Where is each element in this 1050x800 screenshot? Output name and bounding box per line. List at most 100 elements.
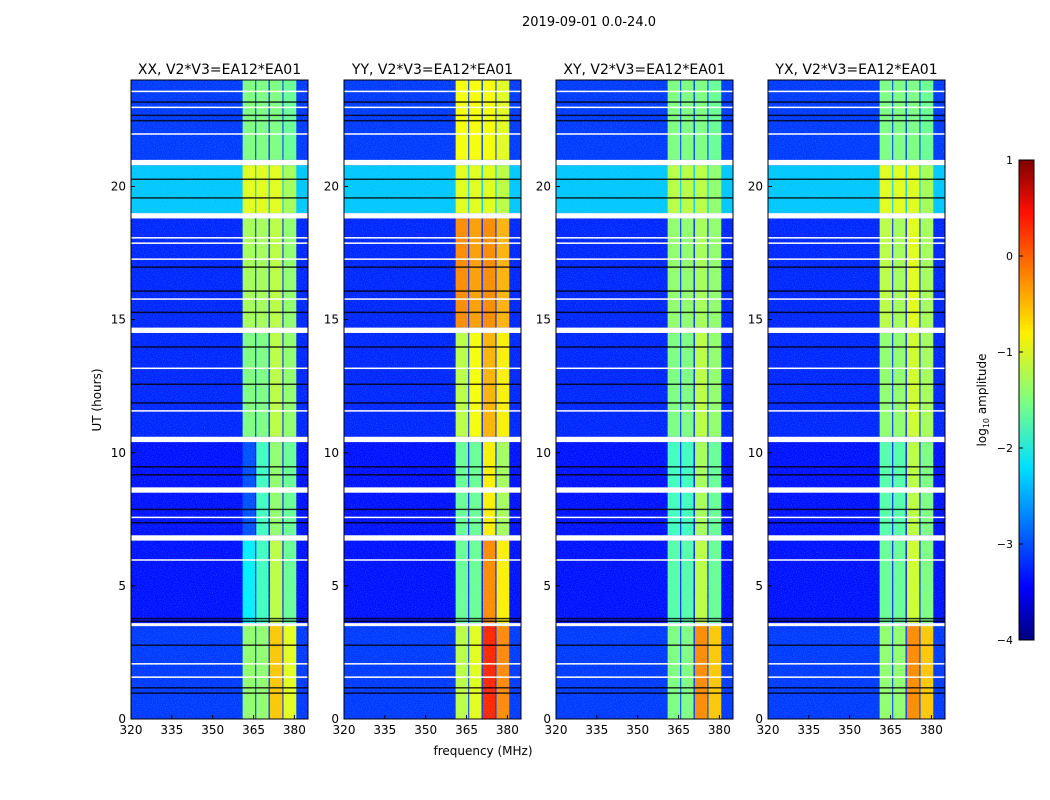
flagged-row: [344, 327, 521, 333]
colorbar-tick-label: −2: [997, 442, 1013, 455]
dark-line: [344, 101, 521, 103]
dark-line: [556, 383, 733, 386]
white-line: [344, 663, 521, 665]
dark-line: [556, 290, 733, 292]
dark-line: [556, 197, 733, 199]
y-tick-label: 20: [324, 180, 339, 194]
y-tick-label: 0: [543, 712, 551, 726]
colorbar-tick-label: 1: [1006, 154, 1013, 167]
dark-line: [344, 114, 521, 117]
white-line: [131, 133, 308, 135]
noise-overlay: [131, 80, 308, 719]
dark-line: [131, 346, 308, 348]
dark-line: [768, 101, 945, 103]
y-tick-label: 5: [118, 579, 126, 593]
white-line: [768, 410, 945, 412]
panel-frame: [555, 79, 734, 720]
dark-line: [131, 290, 308, 292]
colorbar-tick-label: −4: [997, 634, 1013, 647]
white-line: [556, 106, 733, 109]
x-tick-label: 335: [585, 723, 608, 737]
dark-line: [768, 521, 945, 524]
flagged-row: [131, 327, 308, 333]
dark-line: [344, 119, 521, 122]
panel-title: XX, V2*V3=EA12*EA01: [138, 62, 301, 78]
dark-line: [131, 687, 308, 689]
dark-line: [344, 311, 521, 314]
flagged-row: [768, 436, 945, 443]
white-line: [556, 298, 733, 300]
white-line: [131, 516, 308, 519]
white-line: [768, 367, 945, 370]
white-line: [556, 367, 733, 370]
white-line: [768, 106, 945, 109]
dark-line: [556, 466, 733, 468]
white-line: [344, 367, 521, 370]
white-line: [768, 298, 945, 300]
white-line: [131, 90, 308, 93]
y-tick-label: 0: [755, 712, 763, 726]
dark-line: [131, 474, 308, 476]
dark-line: [344, 266, 521, 268]
flagged-row: [556, 327, 733, 333]
x-tick-label: 365: [667, 723, 690, 737]
flagged-row: [556, 487, 733, 493]
dark-line: [131, 114, 308, 117]
flagged-row: [131, 535, 308, 541]
dark-line: [344, 692, 521, 694]
dark-line: [768, 474, 945, 476]
dark-line: [768, 687, 945, 689]
colorbar-tick-label: −1: [997, 346, 1013, 359]
dark-line: [556, 474, 733, 476]
x-tick-label: 320: [333, 723, 356, 737]
dark-line: [344, 466, 521, 468]
panel-yx: YX, V2*V3=EA12*EA01 320 335 350 365 380 0 5 10 15…: [748, 62, 946, 737]
dark-line: [344, 402, 521, 404]
dark-line: [556, 644, 733, 646]
noise-overlay: [768, 80, 945, 719]
white-line: [556, 133, 733, 135]
flagged-row: [344, 213, 521, 219]
white-line: [344, 516, 521, 519]
y-tick-label: 15: [324, 313, 339, 327]
dark-line: [768, 346, 945, 348]
flagged-row: [556, 623, 733, 627]
dark-line: [556, 311, 733, 314]
dark-line: [556, 692, 733, 694]
dark-line: [556, 402, 733, 404]
y-tick-label: 20: [748, 180, 763, 194]
dark-line: [768, 692, 945, 694]
x-tick-label: 350: [414, 723, 437, 737]
dark-line: [768, 644, 945, 646]
white-line: [131, 559, 308, 561]
dark-line: [768, 119, 945, 122]
colorbar-label: log10 amplitude: [975, 354, 991, 447]
white-line: [768, 516, 945, 519]
white-line: [344, 676, 521, 678]
colorbar-tick-label: −3: [997, 538, 1013, 551]
white-line: [556, 410, 733, 412]
panel-frame: [130, 79, 309, 720]
x-tick-label: 365: [242, 723, 265, 737]
flagged-row: [344, 487, 521, 493]
flagged-row: [131, 436, 308, 443]
flagged-row: [556, 159, 733, 166]
dark-line: [768, 508, 945, 511]
y-tick-label: 5: [543, 579, 551, 593]
panel-title: YY, V2*V3=EA12*EA01: [351, 62, 513, 78]
flagged-row: [768, 327, 945, 333]
flagged-row: [768, 487, 945, 493]
white-line: [768, 242, 945, 244]
y-tick-label: 20: [111, 180, 126, 194]
dark-line: [344, 474, 521, 476]
white-line: [344, 242, 521, 244]
dark-line: [768, 290, 945, 292]
dark-line: [131, 266, 308, 268]
x-tick-label: 365: [455, 723, 478, 737]
dark-line: [556, 114, 733, 117]
flagged-row: [131, 159, 308, 166]
white-line: [131, 242, 308, 244]
dark-line: [131, 197, 308, 199]
white-line: [344, 106, 521, 109]
